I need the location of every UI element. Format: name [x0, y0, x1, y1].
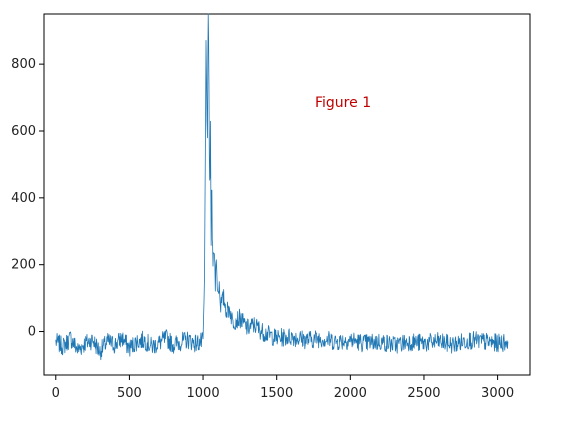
- y-axis-ticks: 0 200 400 600 800: [11, 57, 44, 340]
- x-tick-label: 1500: [260, 386, 293, 401]
- y-tick-label: 400: [11, 191, 36, 206]
- x-tick-label: 3000: [481, 386, 514, 401]
- y-tick-label: 800: [11, 57, 36, 72]
- y-tick-label: 200: [11, 258, 36, 273]
- figure-annotation: Figure 1: [315, 95, 371, 111]
- x-tick-label: 2500: [407, 386, 440, 401]
- x-tick-label: 0: [52, 386, 60, 401]
- y-tick-label: 600: [11, 124, 36, 139]
- x-axis-ticks: 0 500 1000 1500 2000 2500 3000: [52, 375, 514, 401]
- plot-frame: [43, 13, 531, 376]
- x-tick-label: 2000: [334, 386, 367, 401]
- series-layer: [55, 13, 509, 361]
- series-0-line: [55, 13, 509, 361]
- y-tick-label: 0: [28, 325, 36, 340]
- x-tick-label: 1000: [187, 386, 220, 401]
- x-tick-label: 500: [117, 386, 142, 401]
